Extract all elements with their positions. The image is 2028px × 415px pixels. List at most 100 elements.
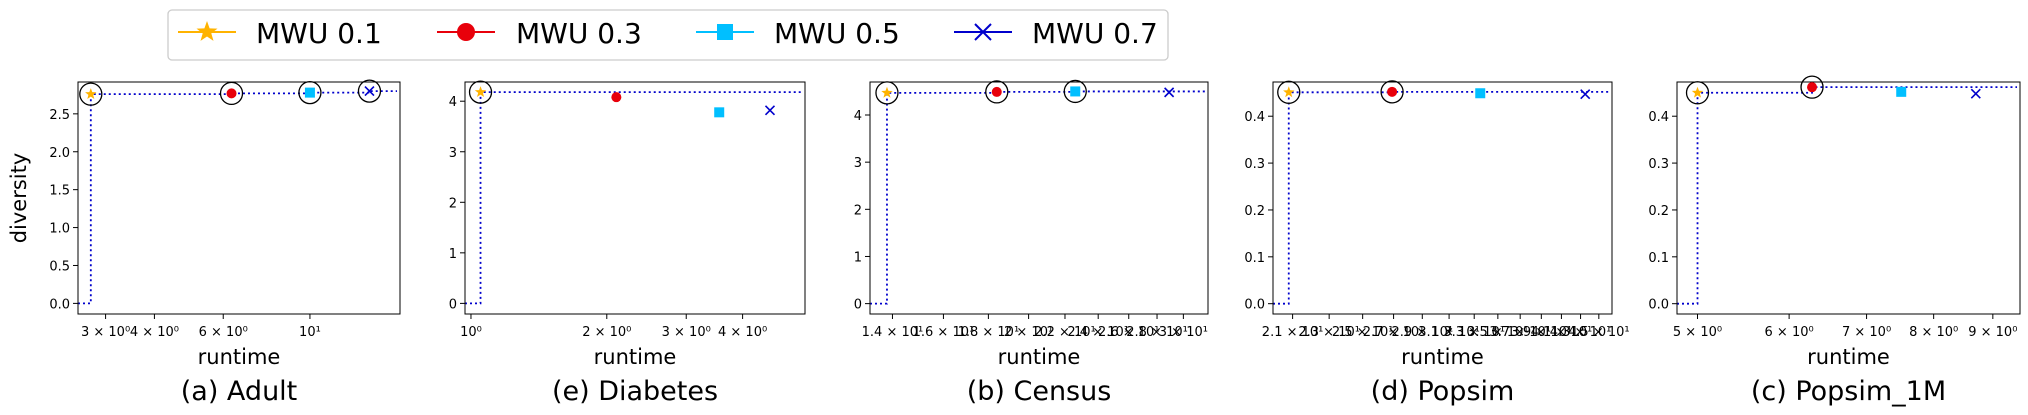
x-axis-label: runtime (1807, 345, 1890, 369)
pareto-marker (298, 80, 322, 105)
x-tick-label: 2.3 × 10¹ (1298, 325, 1360, 340)
pareto-frontier-line (1273, 90, 1609, 305)
y-tick-label: 2.0 (49, 146, 70, 161)
y-tick-label: 0.4 (1648, 110, 1669, 125)
y-tick-label: 1 (854, 250, 862, 265)
pareto-frontier-line (465, 91, 802, 305)
point-mwu-0-3 (611, 92, 622, 103)
legend-entry-mwu-0-3: MWU 0.3 (437, 17, 642, 50)
point-mwu-0-1 (474, 86, 487, 97)
axes-frame (1272, 81, 1613, 315)
point-mwu-0-1 (1283, 86, 1295, 98)
point-mwu-0-7 (364, 86, 375, 97)
y-tick-label: 0.1 (1244, 251, 1265, 266)
y-tick-label: 0.1 (1648, 251, 1669, 266)
x-tick-label: 2.6 × 10¹ (1098, 325, 1160, 340)
point-mwu-0-7 (1970, 88, 1981, 99)
y-tick-label: 0 (854, 298, 862, 313)
point-mwu-0-3 (1807, 82, 1818, 93)
y-tick-label: 2 (449, 196, 457, 211)
x-tick-label: 1.8 × 10¹ (958, 325, 1020, 340)
x-tick-label: 2 × 10¹ (1004, 325, 1053, 340)
point-mwu-0-5 (304, 87, 315, 98)
point-mwu-0-3 (991, 86, 1002, 97)
legend-label: MWU 0.3 (516, 17, 642, 50)
x-axis-label: runtime (594, 345, 677, 369)
x-tick-label: 7 × 10⁰ (1842, 325, 1891, 340)
x-tick-label: 10⁰ (460, 325, 482, 340)
point-mwu-0-5 (1896, 86, 1907, 97)
x-tick-label: 3 × 10⁰ (81, 325, 130, 340)
legend-label: MWU 0.5 (774, 17, 900, 50)
x-tick-label: 4 × 10⁰ (130, 325, 179, 340)
x-tick-label: 2.8 × 10¹ (1126, 325, 1188, 340)
x-tick-label: 5 × 10⁰ (1673, 325, 1722, 340)
pareto-marker (219, 81, 244, 106)
x-tick-label: 1.6 × 10¹ (913, 325, 975, 340)
x-tick-label: 6 × 10⁰ (199, 325, 248, 340)
x-tick-label: 2.4 × 10¹ (1067, 325, 1129, 340)
y-tick-label: 4 (449, 95, 457, 110)
y-tick-label: 2 (854, 203, 862, 218)
pareto-marker (1685, 81, 1710, 105)
subplot-caption: (c) Popsim_1M (1751, 376, 1946, 407)
x-tick-label: 2.5 × 10¹ (1332, 325, 1394, 340)
subplot-diabetes: 0 1 2 3 4 10⁰ 2 × 10⁰ 3 × 10⁰ 4 × 10⁰ runtime (e) … (449, 80, 806, 407)
pareto-marker (1380, 80, 1404, 104)
axes-frame (869, 81, 1209, 315)
pareto-marker (875, 81, 899, 105)
y-tick-label: 1.0 (49, 222, 70, 237)
subplot-caption: (b) Census (967, 376, 1112, 407)
x-tick-label: 3.5 × 10¹ (1467, 325, 1529, 340)
x-tick-label: 4.1 × 10¹ (1531, 325, 1593, 340)
subplot-caption: (e) Diabetes (552, 376, 718, 407)
legend-x-icon (974, 23, 992, 41)
point-mwu-0-3 (1387, 86, 1398, 97)
point-mwu-0-1 (85, 88, 97, 99)
legend-entry-mwu-0-1: MWU 0.1 (178, 17, 382, 50)
subplot-caption: (a) Adult (181, 376, 298, 407)
y-tick-label: 3 (854, 156, 862, 171)
legend-frame (167, 9, 1169, 61)
y-tick-label: 0.0 (1244, 298, 1265, 313)
axes-frame (77, 81, 401, 315)
pareto-marker (1063, 79, 1087, 104)
legend-label: MWU 0.1 (256, 17, 382, 50)
point-mwu-0-5 (714, 107, 725, 118)
pareto-marker (1277, 80, 1301, 104)
pareto-marker (357, 79, 382, 103)
y-axis-label: diversity (7, 153, 31, 244)
x-axis-label: runtime (998, 345, 1081, 369)
point-mwu-0-7 (764, 105, 776, 116)
y-tick-label: 0.3 (1244, 157, 1265, 172)
x-tick-label: 6 × 10⁰ (1765, 325, 1814, 340)
legend-entry-mwu-0-7: MWU 0.7 (954, 17, 1158, 50)
y-tick-label: 1.5 (49, 184, 70, 199)
x-tick-label: 2.2 × 10¹ (1034, 325, 1096, 340)
y-tick-label: 0 (449, 297, 457, 312)
point-mwu-0-7 (1164, 87, 1175, 98)
y-tick-label: 4 (854, 109, 862, 124)
x-tick-label: 9 × 10⁰ (1968, 325, 2017, 340)
legend-circle-icon (457, 23, 475, 41)
x-tick-label: 2.9 × 10¹ (1391, 325, 1453, 340)
axes-frame (464, 81, 806, 315)
legend-entry-mwu-0-5: MWU 0.5 (696, 17, 900, 50)
x-tick-label: 2.1 × 10¹ (1262, 325, 1324, 340)
x-tick-label: 3.3 × 10¹ (1443, 325, 1505, 340)
subplot-caption: (d) Popsim (1371, 376, 1515, 407)
pareto-marker (985, 80, 1009, 104)
x-tick-label: 3.9 × 10¹ (1511, 325, 1573, 340)
pareto-frontier-line (78, 90, 397, 305)
legend-label: MWU 0.7 (1032, 17, 1158, 50)
x-tick-label: 4.3 × 10¹ (1550, 325, 1612, 340)
pareto-marker (1800, 75, 1824, 99)
x-tick-label: 2.7 × 10¹ (1363, 325, 1425, 340)
y-tick-label: 0.4 (1244, 110, 1265, 125)
y-tick-label: 0.5 (49, 259, 70, 274)
x-tick-label: 1.4 × 10¹ (862, 325, 924, 340)
point-mwu-0-1 (881, 86, 893, 98)
point-mwu-0-5 (1475, 88, 1486, 99)
